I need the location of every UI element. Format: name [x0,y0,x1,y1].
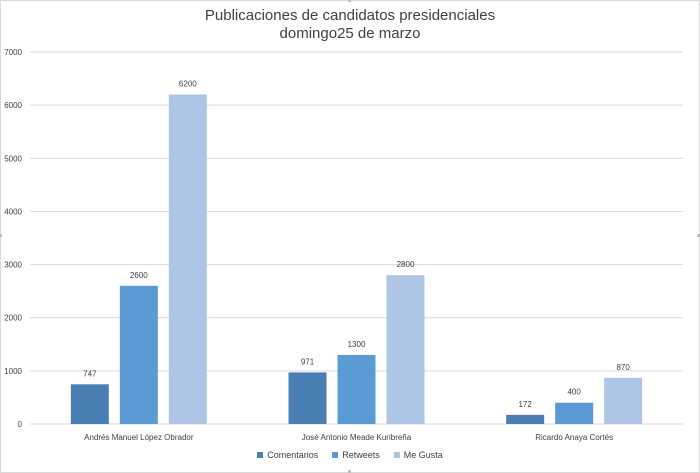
legend-swatch-me-gusta [393,452,400,458]
bar [506,414,545,424]
legend-item-me-gusta: Me Gusta [393,450,443,460]
legend: Comentarios Retweets Me Gusta [0,450,700,460]
data-label: 2800 [397,260,415,269]
legend-item-comentarios: Comentarios [257,450,318,460]
data-label: 2600 [130,271,148,280]
y-tick-label: 4000 [4,207,22,216]
legend-swatch-retweets [332,452,339,458]
data-label: 6200 [179,80,197,89]
data-label: 870 [616,363,630,372]
bar [555,402,594,424]
bar [604,377,643,424]
bar [119,285,158,424]
x-tick-label: Ricardo Anaya Cortés [535,433,613,442]
legend-swatch-comentarios [257,452,264,458]
resize-handle-right[interactable] [697,234,700,237]
data-label: 971 [301,357,315,366]
bar [168,94,207,424]
legend-label-me-gusta: Me Gusta [403,450,443,460]
data-label: 1300 [348,340,366,349]
bar [337,354,376,424]
data-label: 747 [83,369,97,378]
legend-label-comentarios: Comentarios [267,450,319,460]
legend-item-retweets: Retweets [332,450,380,460]
legend-label-retweets: Retweets [342,450,380,460]
x-tick-label: Andrés Manuel López Obrador [84,433,194,442]
chart-subtitle: domingo25 de marzo [279,25,421,42]
y-tick-label: 1000 [4,367,22,376]
x-tick-label: José Antonio Meade Kuribreña [302,433,412,442]
chart-title: Publicaciones de candidatos presidencial… [204,7,496,24]
resize-handle-left[interactable] [0,234,2,237]
data-label: 400 [567,388,581,397]
data-label: 172 [518,400,532,409]
resize-handle-bottom[interactable] [348,470,351,473]
y-tick-label: 6000 [4,101,22,110]
y-tick-label: 3000 [4,261,22,270]
y-tick-label: 2000 [4,314,22,323]
y-tick-label: 0 [18,420,23,429]
bar [386,275,425,424]
y-tick-label: 7000 [4,48,22,57]
bar [288,372,327,424]
bar [70,384,109,424]
resize-handle-top[interactable] [348,0,351,2]
y-tick-label: 5000 [4,154,22,163]
